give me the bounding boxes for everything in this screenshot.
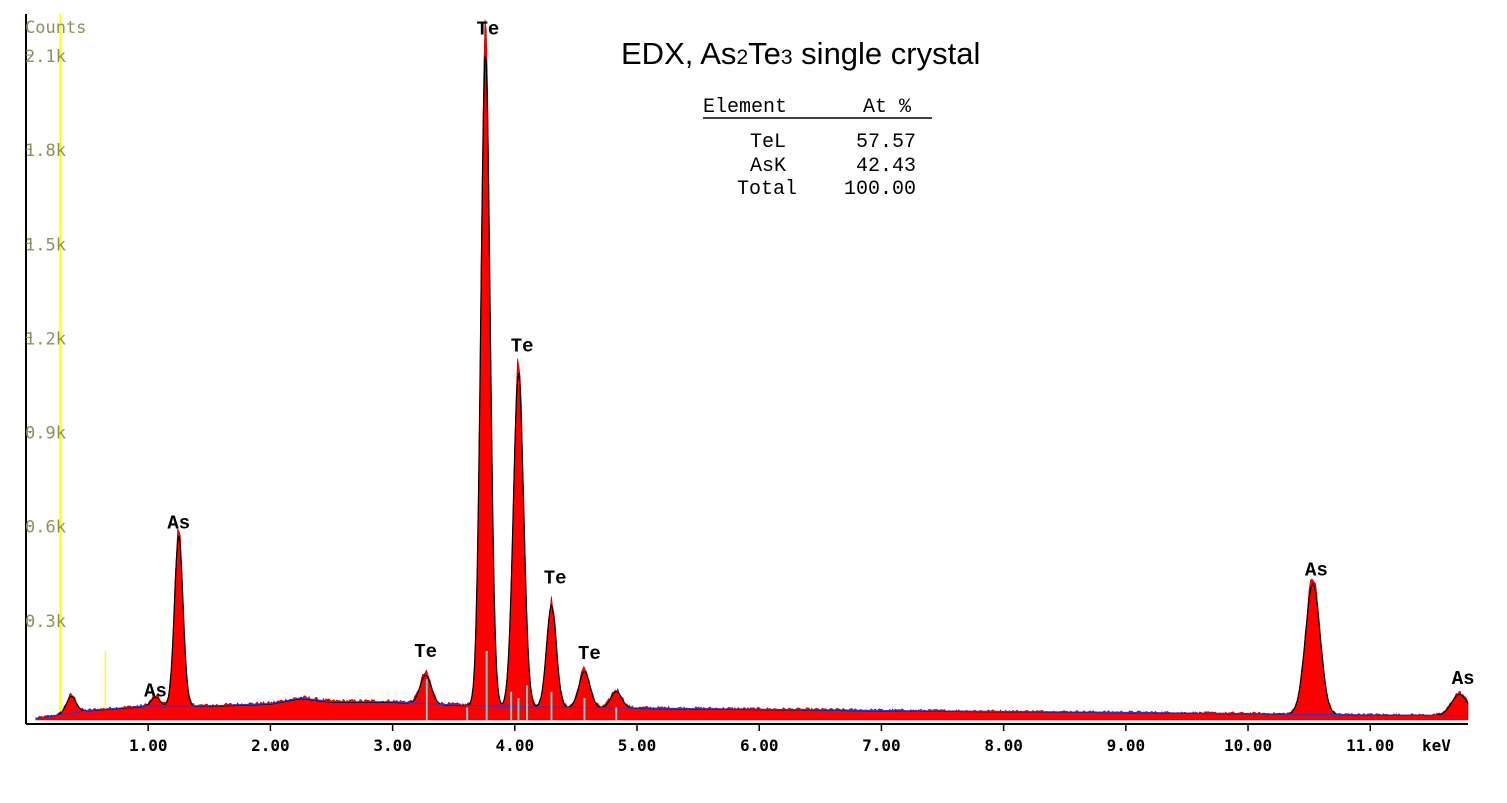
peak-label: Te (544, 568, 567, 590)
background-curve (35, 697, 1469, 720)
x-tick-label: 7.00 (862, 736, 901, 755)
x-ticks: 1.00 2.00 3.00 4.00 5.00 6.00 7.00 8.00 9.00 10.0… (129, 724, 1394, 755)
y-tick-label: 2.1k (25, 47, 66, 67)
spectrum-layer (35, 19, 1469, 721)
x-tick-label: 3.00 (373, 736, 412, 755)
y-axis-label: Counts (25, 18, 86, 38)
x-tick-label: 1.00 (129, 736, 168, 755)
axes (25, 14, 1468, 725)
x-tick-label: 9.00 (1107, 736, 1146, 755)
y-tick-label: 1.5k (25, 235, 66, 255)
y-tick-label: 0.6k (25, 518, 66, 538)
element-line-markers (425, 650, 618, 720)
peak-label: As (144, 680, 167, 702)
peak-labels: As As Te Te Te Te Te As As (144, 18, 1474, 702)
x-axis-label: keV (1422, 736, 1451, 755)
table-cell-value: 100.00 (844, 178, 916, 201)
chart-title-subscript: 2 (736, 46, 748, 69)
peak-label: Te (578, 643, 601, 665)
peak-label: As (1305, 560, 1328, 582)
chart-title-text: single crystal (793, 36, 981, 71)
table-cell-value: 57.57 (856, 131, 916, 154)
chart-title: EDX, As2Te3 single crystal (621, 36, 980, 71)
x-tick-label: 6.00 (740, 736, 779, 755)
x-tick-label: 10.00 (1224, 736, 1272, 755)
table-cell-value: 42.43 (856, 155, 916, 178)
peak-label: Te (511, 335, 534, 357)
table-cell-element: TeL (750, 131, 786, 154)
peak-label: Te (414, 641, 437, 663)
composition-table: Element At % TeL 57.57 AsK 42.43 Total 1… (703, 96, 932, 201)
x-tick-label: 2.00 (251, 736, 290, 755)
peak-label: As (167, 513, 190, 535)
y-tick-label: 1.8k (25, 141, 66, 161)
table-header-element: Element (703, 96, 787, 119)
y-tick-label: 1.2k (25, 329, 66, 349)
chart-title-text: Te (748, 36, 781, 71)
y-tick-label: 0.3k (25, 612, 66, 632)
x-tick-label: 4.00 (496, 736, 535, 755)
chart-title-subscript: 3 (781, 46, 793, 69)
x-tick-label: 8.00 (984, 736, 1023, 755)
peak-label: As (1452, 668, 1475, 690)
energy-markers (59, 14, 107, 720)
peak-label: Te (477, 18, 500, 40)
table-cell-element: AsK (750, 155, 786, 178)
x-tick-label: 11.00 (1346, 736, 1394, 755)
spectrum-fill (35, 19, 1469, 721)
table-header-at-percent: At % (863, 96, 912, 119)
y-tick-label: 0.9k (25, 424, 66, 444)
y-ticks: 0.3k 0.6k 0.9k 1.2k 1.5k 1.8k 2.1k (25, 47, 66, 632)
chart-title-text: EDX, As (621, 36, 736, 71)
x-tick-label: 5.00 (618, 736, 657, 755)
table-cell-element: Total (737, 178, 797, 201)
